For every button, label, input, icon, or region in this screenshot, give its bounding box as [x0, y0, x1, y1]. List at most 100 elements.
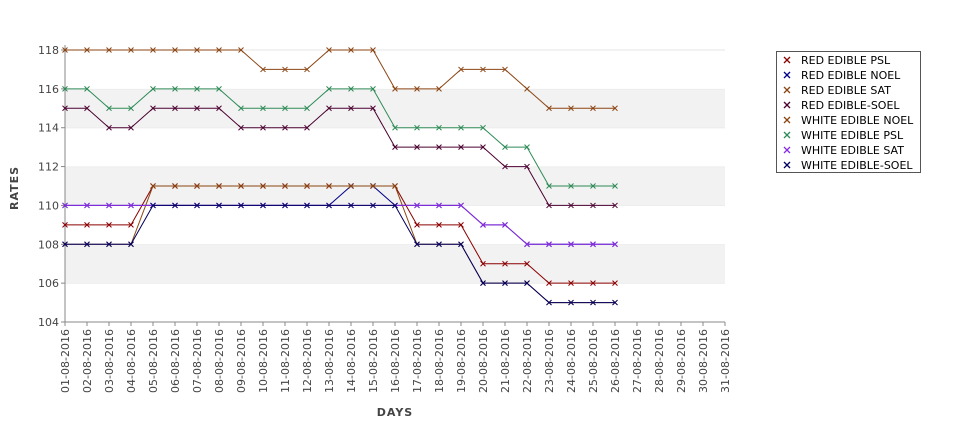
x-tick-label: 02-08-2016	[81, 329, 94, 393]
data-point	[172, 105, 178, 112]
data-point	[326, 47, 332, 53]
data-point	[216, 47, 222, 53]
x-tick-label: 10-08-2016	[257, 329, 270, 393]
data-point	[150, 47, 156, 53]
data-point	[128, 124, 134, 131]
data-point	[612, 183, 618, 189]
data-point	[150, 183, 156, 189]
y-tick-label: 118	[38, 44, 59, 57]
data-point	[326, 86, 332, 92]
data-point	[84, 86, 90, 92]
legend-marker	[783, 131, 791, 139]
data-point	[590, 241, 596, 248]
x-tick-label: 30-08-2016	[697, 329, 710, 393]
data-point	[480, 280, 486, 286]
x-tick-label: 06-08-2016	[169, 329, 182, 393]
data-point	[260, 183, 266, 189]
x-tick-label: 28-08-2016	[653, 329, 666, 393]
data-point	[480, 124, 486, 131]
x-tick-label: 09-08-2016	[235, 329, 248, 393]
data-point	[612, 202, 618, 209]
legend-item: WHITE EDIBLE PSL	[783, 129, 904, 142]
data-point	[458, 144, 464, 150]
legend-item: RED EDIBLE NOEL	[783, 69, 901, 82]
data-point	[590, 105, 596, 112]
data-point	[62, 86, 68, 92]
data-point	[128, 241, 134, 248]
data-point	[150, 202, 156, 209]
grid-band-2	[65, 205, 725, 245]
x-tick-label: 27-08-2016	[631, 329, 644, 393]
data-point	[84, 202, 90, 209]
x-tick-label: 16-08-2016	[389, 329, 402, 393]
x-tick-label: 08-08-2016	[213, 329, 226, 393]
x-tick-label: 20-08-2016	[477, 329, 490, 393]
data-point	[502, 222, 508, 228]
data-point	[238, 202, 244, 209]
data-point	[392, 86, 398, 92]
data-point	[194, 105, 200, 112]
x-axis-title: DAYS	[377, 406, 413, 419]
data-point	[238, 124, 244, 131]
data-point	[238, 183, 244, 189]
data-point	[568, 105, 574, 112]
series-2	[62, 47, 618, 112]
series-line	[65, 107, 615, 206]
legend-item: RED EDIBLE SAT	[783, 84, 891, 97]
y-tick-label: 116	[38, 83, 59, 96]
series-5	[62, 86, 618, 189]
data-point	[172, 86, 178, 92]
x-tick-label: 23-08-2016	[543, 329, 556, 393]
data-point	[62, 105, 68, 112]
data-point	[414, 144, 420, 150]
data-point	[304, 124, 310, 131]
x-tick-label: 07-08-2016	[191, 329, 204, 393]
y-tick-label: 114	[38, 122, 59, 135]
data-point	[194, 183, 200, 189]
data-point	[106, 241, 112, 248]
data-point	[502, 144, 508, 150]
data-point	[436, 86, 442, 92]
data-point	[128, 222, 134, 228]
x-tick-label: 26-08-2016	[609, 329, 622, 393]
data-point	[436, 241, 442, 248]
y-axis-title: RATES	[8, 166, 21, 210]
legend-box	[776, 51, 921, 173]
data-point	[546, 183, 552, 189]
data-point	[172, 202, 178, 209]
data-point	[370, 202, 376, 209]
data-point	[502, 260, 508, 267]
legend-marker	[783, 71, 791, 79]
data-point	[568, 299, 574, 306]
data-point	[260, 124, 266, 131]
data-point	[392, 202, 398, 209]
data-point	[590, 202, 596, 209]
data-point	[62, 241, 68, 248]
data-point	[216, 105, 222, 112]
data-point	[172, 183, 178, 189]
legend-label: RED EDIBLE NOEL	[801, 69, 901, 82]
data-point	[106, 105, 112, 112]
data-point	[304, 183, 310, 189]
y-tick-label: 106	[38, 277, 59, 290]
x-tick-label: 15-08-2016	[367, 329, 380, 393]
data-point	[62, 222, 68, 228]
data-point	[216, 183, 222, 189]
legend-item: WHITE EDIBLE SAT	[783, 144, 904, 157]
data-point	[370, 86, 376, 92]
x-tick-label: 05-08-2016	[147, 329, 160, 393]
x-tick-label: 18-08-2016	[433, 329, 446, 393]
data-point	[414, 241, 420, 248]
data-point	[326, 105, 332, 112]
x-tick-label: 19-08-2016	[455, 329, 468, 393]
x-tick-label: 11-08-2016	[279, 329, 292, 393]
data-point	[546, 299, 552, 306]
data-point	[480, 66, 486, 73]
data-point	[106, 124, 112, 131]
legend-label: WHITE EDIBLE PSL	[801, 129, 904, 142]
data-point	[436, 124, 442, 131]
data-point	[150, 86, 156, 92]
data-point	[84, 241, 90, 248]
data-point	[62, 202, 68, 209]
x-tick-label: 12-08-2016	[301, 329, 314, 393]
